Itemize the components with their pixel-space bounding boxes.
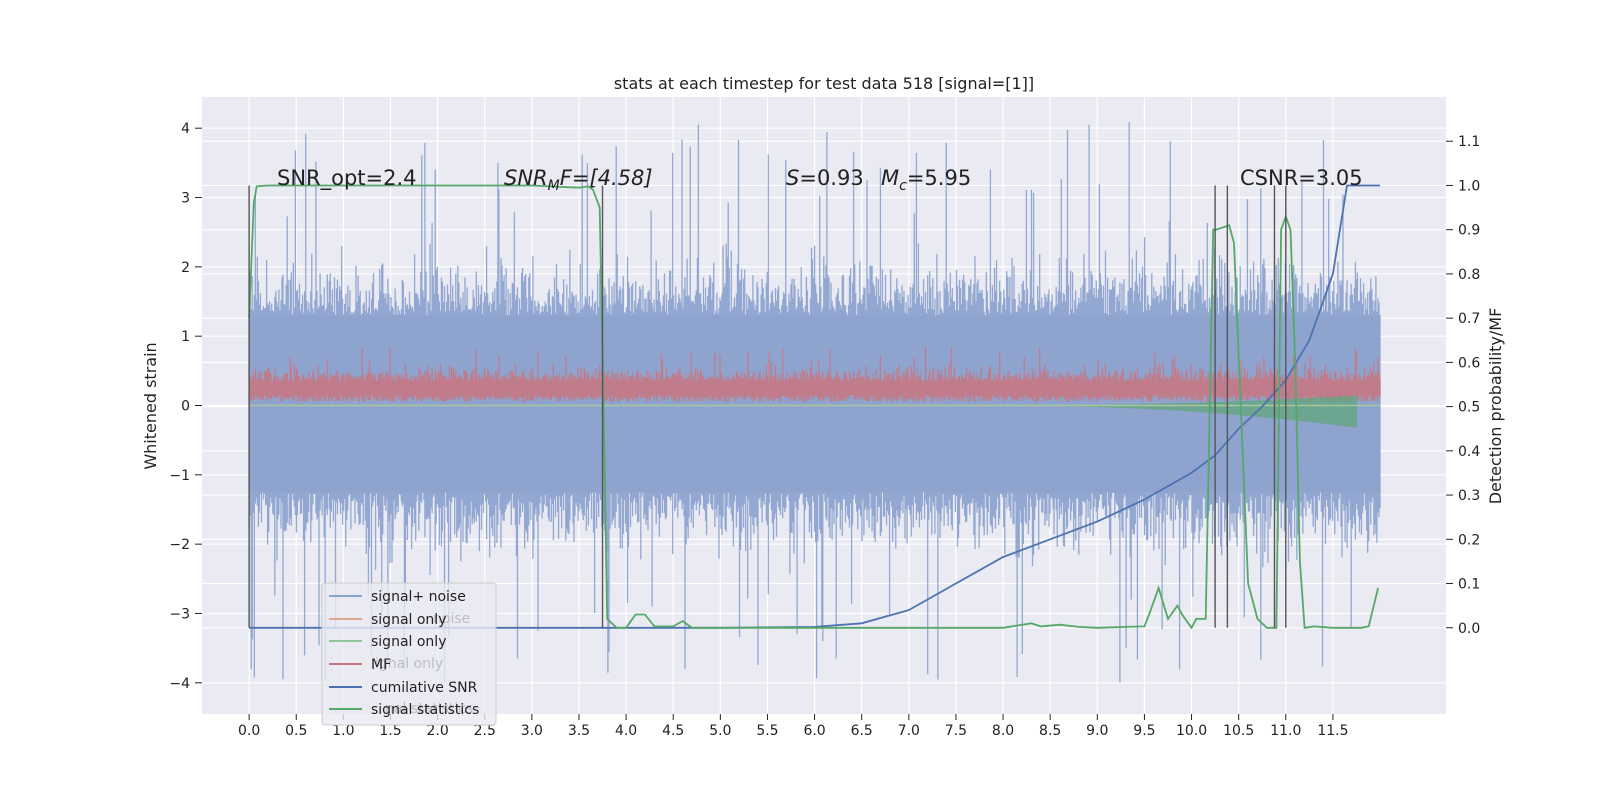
chart-title: stats at each timestep for test data 518…	[614, 74, 1034, 93]
x-tick-label: 8.0	[992, 723, 1014, 739]
x-tick-label: 9.5	[1133, 723, 1155, 739]
legend-ghost-text: ignal only	[375, 656, 443, 672]
snr-mf-subscript: M	[548, 178, 560, 194]
x-tick-label: 3.0	[521, 723, 543, 739]
x-tick-label: 4.5	[662, 723, 684, 739]
s-symbol: S	[786, 166, 799, 190]
annotation-csnr: CSNR=3.05	[1240, 166, 1363, 190]
x-tick-label: 1.0	[332, 723, 354, 739]
y2-tick-label: 0.2	[1458, 532, 1480, 548]
mc-value: =5.95	[907, 166, 971, 190]
legend-label: signal only	[371, 634, 446, 650]
x-tick-label: 7.5	[945, 723, 967, 739]
axes: 0.0 0.5 1.0 1.5 2.0 2.5 3.0 3.5 4.0 4.5 5.0 5.5 6.0 6…	[169, 121, 1480, 739]
y-tick-label: −1	[169, 468, 190, 484]
legend-ghost-text: nal statistics	[385, 701, 473, 717]
y2-tick-label: 0.7	[1458, 311, 1480, 327]
x-tick-label: 0.5	[285, 723, 307, 739]
vertical-markers	[248, 185, 1287, 628]
x-tick-label: 10.5	[1223, 723, 1254, 739]
y-tick-label: 1	[181, 329, 190, 345]
legend-item: signal only	[329, 634, 446, 650]
y2-tick-label: 0.3	[1458, 488, 1480, 504]
y2-tick-label: 1.1	[1458, 134, 1480, 150]
x-tick-label: 6.5	[851, 723, 873, 739]
x-tick-label: 5.0	[709, 723, 731, 739]
mc-subscript: c	[899, 178, 907, 194]
legend-box	[321, 582, 497, 726]
y2-tick-label: 0.5	[1458, 400, 1480, 416]
x-tick-label: 9.0	[1086, 723, 1108, 739]
y-tick-label: 4	[181, 121, 190, 137]
legend-item: signal+ noise	[329, 589, 466, 605]
snr-mf-value: F=[4.58]	[560, 166, 653, 190]
y-tick-label: −3	[169, 606, 190, 622]
y2-tick-label: 1.0	[1458, 178, 1480, 194]
annotation-snr-mf: SNRMF=[4.58]	[504, 166, 653, 194]
x-tick-label: 5.5	[756, 723, 778, 739]
x-tick-label: 4.0	[615, 723, 637, 739]
y2-tick-label: 0.8	[1458, 267, 1480, 283]
signal-statistics-line	[248, 184, 1379, 630]
x-tick-label: 1.5	[379, 723, 401, 739]
y-tick-label: 0	[181, 399, 190, 415]
cumulative-snr-line	[249, 184, 1380, 629]
y2-axis-label: Detection probability/MF	[1486, 308, 1505, 505]
legend-item: signal statistics	[329, 702, 479, 718]
legend-item: MF	[329, 657, 391, 673]
x-tick-label: 11.5	[1317, 723, 1348, 739]
annotation-snr-opt: SNR_opt=2.4	[277, 166, 417, 191]
legend-ghost-text: noise	[433, 611, 470, 627]
y2-tick-label: 0.1	[1458, 577, 1480, 593]
x-tick-label: 3.5	[568, 723, 590, 739]
y-tick-label: −2	[169, 537, 190, 553]
legend-item: signal only	[329, 612, 446, 628]
x-tick-label: 0.0	[238, 723, 260, 739]
y2-tick-label: 0.9	[1458, 223, 1480, 239]
y-tick-label: 2	[181, 260, 190, 276]
y2-tick-label: 0.4	[1458, 444, 1480, 460]
snr-mf-symbol: SNR	[504, 166, 548, 190]
x-tick-label: 2.0	[426, 723, 448, 739]
y2-tick-label: 0.6	[1458, 355, 1480, 371]
x-tick-label: 10.0	[1176, 723, 1207, 739]
legend: noise ignal only nal statistics signal+ …	[321, 582, 497, 726]
legend-label: signal statistics	[371, 702, 479, 718]
annotation-mc-value: Mc=5.95	[881, 166, 971, 194]
x-tick-label: 7.0	[898, 723, 920, 739]
legend-label: signal only	[371, 612, 446, 628]
legend-label: signal+ noise	[371, 589, 466, 605]
x-tick-label: 11.0	[1270, 723, 1301, 739]
y-tick-label: 3	[181, 191, 190, 207]
legend-label: cumilative SNR	[371, 680, 478, 696]
legend-item: cumilative SNR	[329, 680, 478, 696]
legend-label: MF	[371, 657, 391, 673]
data-layer	[248, 122, 1381, 683]
y2-tick-label: 0.0	[1458, 621, 1480, 637]
y-axis-label: Whitened strain	[141, 342, 160, 469]
x-tick-label: 6.0	[803, 723, 825, 739]
s-value: =0.93	[799, 166, 863, 190]
x-tick-label: 8.5	[1039, 723, 1061, 739]
x-tick-label: 2.5	[474, 723, 496, 739]
annotation-s-value: S=0.93	[786, 166, 864, 190]
mc-symbol: M	[881, 166, 899, 190]
y-tick-label: −4	[169, 676, 190, 692]
